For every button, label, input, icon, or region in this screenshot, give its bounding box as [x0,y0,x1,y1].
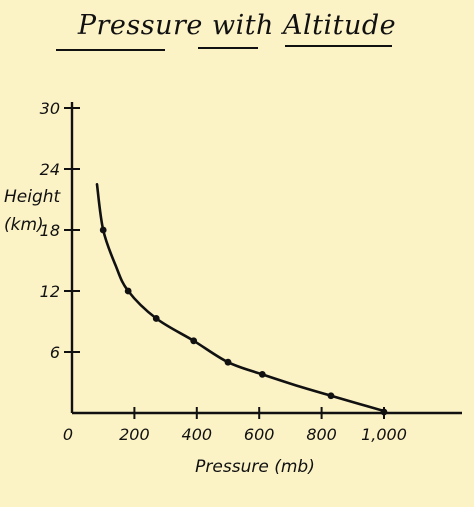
x-tick-label: 800 [306,425,337,444]
y-tick-label: 18 [40,221,60,240]
y-axis-label-line1: Height [4,187,62,207]
y-tick-label: 12 [40,282,60,301]
x-tick-label: 200 [119,425,150,444]
data-point [380,408,388,416]
series-points [99,226,388,416]
y-tick-label: 24 [40,160,60,179]
data-point [152,315,160,322]
chart-title-text: Pressure with Altitude [77,10,397,41]
series-line [95,183,386,413]
axes [70,102,462,415]
data-point [224,358,232,366]
series-curve [95,183,386,413]
ticks: 6 12 18 24 30 200 400 600 800 1,000 0 [40,99,407,444]
x-axis-label: Pressure (mb) [195,457,315,477]
chart-title: Pressure with Altitude [0,10,474,41]
x-tick-label: 400 [182,425,213,444]
data-point [190,337,198,345]
x-tick-label: 600 [244,425,275,444]
data-point [124,287,132,295]
y-axis-label-line2: (km) [4,215,44,235]
x-tick-label: 1,000 [361,425,407,444]
data-point [327,392,335,400]
y-tick-label: 6 [50,343,60,362]
y-tick-label: 30 [40,99,60,118]
data-point [258,370,266,378]
data-point [99,226,107,234]
x-origin-label: 0 [63,425,73,444]
